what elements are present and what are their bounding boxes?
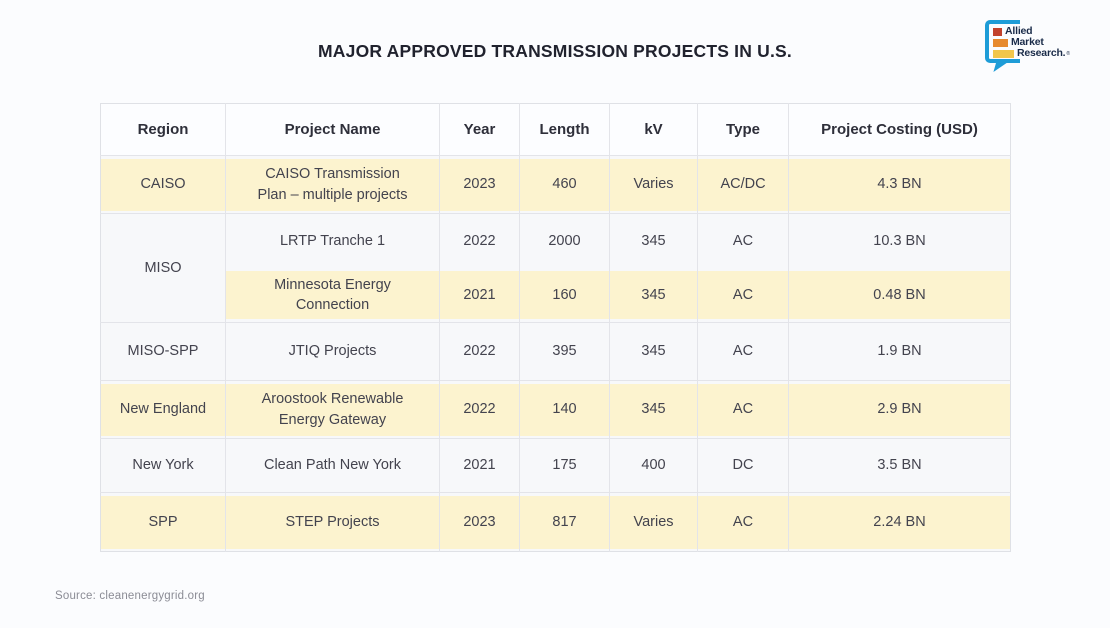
cell-cost: 4.3 BN xyxy=(788,155,1011,214)
cell-type: AC/DC xyxy=(697,155,789,214)
cell-year: 2023 xyxy=(439,155,520,214)
logo-orange-bar-icon xyxy=(993,38,1008,47)
table-row: CAISO CAISO Transmission Plan – multiple … xyxy=(100,155,1011,214)
cell-kv: 345 xyxy=(609,268,698,323)
logo-speech-bubble-tail-icon xyxy=(993,61,1010,72)
table-body: CAISO CAISO Transmission Plan – multiple … xyxy=(100,155,1011,552)
cell-year: 2021 xyxy=(439,268,520,323)
table-row: MISO LRTP Tranche 1 2022 2000 345 AC 10.3 BN xyxy=(100,213,1011,323)
cell-type: AC xyxy=(697,213,789,269)
column-header-project-costing: Project Costing (USD) xyxy=(788,103,1011,156)
cell-region: CAISO xyxy=(100,155,226,214)
cell-length: 140 xyxy=(519,380,610,439)
logo-speech-bubble-icon xyxy=(985,20,1020,63)
cell-cost: 0.48 BN xyxy=(788,268,1011,323)
column-header-type: Type xyxy=(697,103,789,156)
logo-wordmark: Allied Market Research. ® xyxy=(993,25,1071,60)
cell-region: MISO xyxy=(100,213,226,323)
table-row: Minnesota Energy Connection 2021 160 345 AC 0… xyxy=(101,268,1011,323)
registered-mark: ® xyxy=(1066,50,1071,57)
cell-region: New England xyxy=(100,380,226,439)
logo-text-allied: Allied xyxy=(1005,25,1033,38)
cell-kv: 345 xyxy=(609,322,698,381)
cell-length: 160 xyxy=(519,268,610,323)
logo-text-research: Research. xyxy=(1017,47,1066,60)
cell-length: 2000 xyxy=(519,213,610,269)
column-header-length: Length xyxy=(519,103,610,156)
cell-type: AC xyxy=(697,322,789,381)
table-header-row: Region Project Name Year Length kV Type … xyxy=(100,103,1011,156)
cell-project-name: Clean Path New York xyxy=(225,438,440,493)
cell-type: AC xyxy=(697,492,789,552)
table-row: MISO-SPP JTIQ Projects 2022 395 345 AC 1.9 BN xyxy=(100,322,1011,381)
cell-cost: 3.5 BN xyxy=(788,438,1011,493)
table-row: New York Clean Path New York 2021 175 400 DC 3… xyxy=(100,438,1011,493)
cell-cost: 10.3 BN xyxy=(788,213,1011,269)
allied-market-research-logo: Allied Market Research. ® xyxy=(985,19,1071,75)
table-row: SPP STEP Projects 2023 817 Varies AC 2.24 BN xyxy=(100,492,1011,552)
cell-year: 2022 xyxy=(439,213,520,269)
page-title: MAJOR APPROVED TRANSMISSION PROJECTS IN … xyxy=(318,41,792,61)
cell-kv: 345 xyxy=(609,380,698,439)
cell-length: 175 xyxy=(519,438,610,493)
column-header-year: Year xyxy=(439,103,520,156)
logo-yellow-bar-icon xyxy=(993,49,1014,58)
cell-region: SPP xyxy=(100,492,226,552)
logo-red-bar-icon xyxy=(993,27,1002,36)
cell-region: MISO-SPP xyxy=(100,322,226,381)
cell-kv: 400 xyxy=(609,438,698,493)
cell-type: DC xyxy=(697,438,789,493)
cell-project-name: Minnesota Energy Connection xyxy=(225,268,440,323)
cell-cost: 1.9 BN xyxy=(788,322,1011,381)
cell-type: AC xyxy=(697,268,789,323)
logo-line-market: Market xyxy=(993,36,1070,49)
cell-year: 2021 xyxy=(439,438,520,493)
cell-project-name: CAISO Transmission Plan – multiple proje… xyxy=(225,155,440,214)
cell-length: 817 xyxy=(519,492,610,552)
column-header-kv: kV xyxy=(609,103,698,156)
cell-project-name: Aroostook Renewable Energy Gateway xyxy=(225,380,440,439)
column-header-region: Region xyxy=(100,103,226,156)
logo-line-allied: Allied xyxy=(993,25,1070,38)
cell-project-name: LRTP Tranche 1 xyxy=(225,213,440,269)
cell-type: AC xyxy=(697,380,789,439)
cell-length: 460 xyxy=(519,155,610,214)
cell-year: 2022 xyxy=(439,380,520,439)
cell-year: 2022 xyxy=(439,322,520,381)
cell-project-name: JTIQ Projects xyxy=(225,322,440,381)
cell-cost: 2.9 BN xyxy=(788,380,1011,439)
logo-text-market: Market xyxy=(1011,36,1044,49)
cell-kv: 345 xyxy=(609,213,698,269)
table-row: New England Aroostook Renewable Energy Ga… xyxy=(100,380,1011,439)
cell-cost: 2.24 BN xyxy=(788,492,1011,552)
source-note: Source: cleanenergygrid.org xyxy=(55,590,205,602)
cell-length: 395 xyxy=(519,322,610,381)
transmission-projects-table: Region Project Name Year Length kV Type … xyxy=(100,103,1011,552)
cell-kv: Varies xyxy=(609,155,698,214)
cell-project-name: STEP Projects xyxy=(225,492,440,552)
column-header-project-name: Project Name xyxy=(225,103,440,156)
cell-region: New York xyxy=(100,438,226,493)
cell-kv: Varies xyxy=(609,492,698,552)
logo-line-research: Research. ® xyxy=(993,47,1071,60)
cell-year: 2023 xyxy=(439,492,520,552)
